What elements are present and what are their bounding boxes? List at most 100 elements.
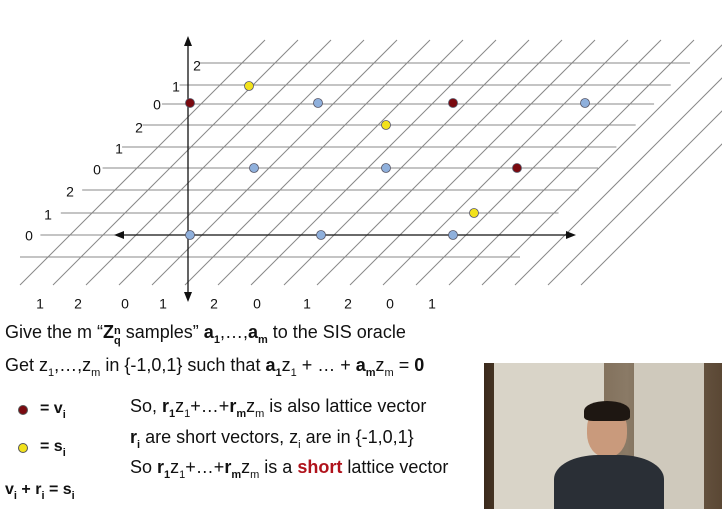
slide-line: Give the m “Z n q samples” a1,…,am to the … xyxy=(5,322,406,347)
text: 0 xyxy=(414,355,425,375)
text: r xyxy=(157,457,165,477)
text: = v xyxy=(40,400,63,417)
text: i xyxy=(62,409,66,421)
text: samples” xyxy=(120,322,204,342)
note: ri are short vectors, zi are in {-1,0,1} xyxy=(130,427,414,451)
text: i xyxy=(71,490,75,502)
text: is also lattice vector xyxy=(264,396,427,416)
text: are short vectors, z xyxy=(140,427,299,447)
axis-label: 0 xyxy=(253,296,261,312)
lattice-line xyxy=(382,39,629,286)
text: m xyxy=(257,334,268,346)
lattice-point xyxy=(244,81,254,91)
axis-label: 1 xyxy=(172,79,180,95)
axis-label: 0 xyxy=(121,296,129,312)
lattice-line xyxy=(316,39,563,286)
text: a xyxy=(355,355,366,375)
lattice-point xyxy=(580,98,590,108)
note: So, r1z1+…+rmzm is also lattice vector xyxy=(130,396,426,420)
lattice-point xyxy=(185,98,195,108)
text: m xyxy=(365,367,376,379)
lattice-point xyxy=(313,98,323,108)
lattice-point xyxy=(381,163,391,173)
text: m xyxy=(250,469,260,481)
axis-label: 1 xyxy=(159,296,167,312)
text: ,…,z xyxy=(54,355,92,375)
text: z xyxy=(170,457,180,477)
text: i xyxy=(13,490,17,502)
text: = xyxy=(393,355,415,375)
text: short xyxy=(297,457,343,477)
arrowhead xyxy=(114,231,124,239)
text: + r xyxy=(16,481,42,498)
lattice-line xyxy=(283,39,530,286)
speaker-video xyxy=(484,363,722,509)
axis-label: 0 xyxy=(93,162,101,178)
text: +…+ xyxy=(185,457,225,477)
equation: vi + ri = si xyxy=(5,481,75,502)
text: m xyxy=(231,469,242,481)
lattice-line xyxy=(349,39,596,286)
text: ,…, xyxy=(219,322,248,342)
lattice-point xyxy=(512,163,522,173)
axis-label: 1 xyxy=(36,296,44,312)
text: in {-1,0,1} such that xyxy=(100,355,266,375)
lattice-point xyxy=(249,163,259,173)
lattice-line xyxy=(514,77,722,286)
axis-label: 1 xyxy=(115,141,123,157)
text: z xyxy=(281,355,291,375)
legend-entry: = vi xyxy=(40,400,66,421)
text: m xyxy=(384,367,394,379)
lattice-point xyxy=(316,230,326,240)
lattice-line xyxy=(184,39,431,286)
text: m xyxy=(255,408,265,420)
text: n xyxy=(114,325,121,337)
lattice-line xyxy=(151,39,398,286)
text: 1 xyxy=(213,334,220,346)
speaker-body xyxy=(554,455,664,509)
axis-label: 2 xyxy=(74,296,82,312)
arrowhead xyxy=(566,231,576,239)
legend-dot xyxy=(18,443,28,453)
lattice-line xyxy=(250,39,497,286)
text: is a xyxy=(259,457,298,477)
text: a xyxy=(203,322,214,342)
lattice-point xyxy=(381,120,391,130)
legend-dot xyxy=(18,405,28,415)
legend-entry: = si xyxy=(40,438,66,459)
lattice-point xyxy=(469,208,479,218)
text: z xyxy=(175,396,185,416)
lattice-point xyxy=(448,230,458,240)
axis-label: 0 xyxy=(25,228,33,244)
text: i xyxy=(41,490,45,502)
axis-label: 1 xyxy=(428,296,436,312)
lattice-line xyxy=(547,110,722,286)
note: So r1z1+…+rmzm is a short lattice vector xyxy=(130,457,448,481)
text: 1 xyxy=(275,367,282,379)
text: 1 xyxy=(184,408,191,420)
speaker-hair xyxy=(584,401,630,421)
text: + … + xyxy=(296,355,356,375)
text: Give the m “ xyxy=(5,322,104,342)
text: m xyxy=(91,367,101,379)
text: r xyxy=(162,396,170,416)
text: m xyxy=(236,408,247,420)
lattice-line xyxy=(481,44,722,286)
lattice-line xyxy=(19,39,266,286)
arrowhead xyxy=(184,36,192,46)
axis-label: 1 xyxy=(44,207,52,223)
text: r xyxy=(130,427,138,447)
axis-label: 2 xyxy=(66,184,74,200)
axis-label: 0 xyxy=(153,97,161,113)
lattice-line xyxy=(217,39,464,286)
axis-label: 2 xyxy=(135,120,143,136)
text: Get z xyxy=(5,355,49,375)
text: r xyxy=(224,457,232,477)
text: r xyxy=(229,396,237,416)
lattice-line xyxy=(415,39,662,286)
text: are in {-1,0,1} xyxy=(300,427,414,447)
lattice-line xyxy=(85,39,332,286)
text: 1 xyxy=(179,469,186,481)
